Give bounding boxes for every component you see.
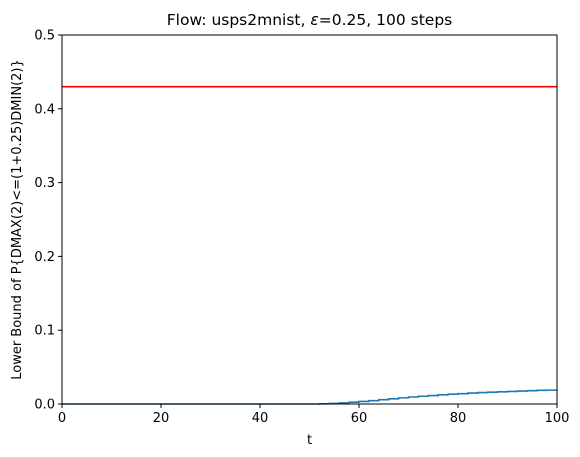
y-tick-label: 0.5 [34,29,55,44]
y-tick-label: 0.4 [34,102,55,117]
y-axis-label: Lower Bound of P{DMAX(2)<=(1+0.25)DMIN(2… [10,59,25,380]
chart-title-epsilon: ε [310,11,318,29]
x-tick-label: 80 [450,411,467,426]
y-tick-label: 0.2 [34,250,55,265]
x-tick-label: 100 [545,411,570,426]
x-tick-label: 20 [153,411,170,426]
x-axis-label: t [307,433,312,448]
x-axis: 0 20 40 60 80 100 [58,404,570,426]
series-line [62,389,558,405]
series-layer [62,85,558,405]
plot-frame [61,34,558,405]
chart-title: Flow: usps2mnist, ε=0.25, 100 steps [167,11,452,29]
x-tick-label: 0 [58,411,66,426]
y-tick-label: 0.1 [34,324,55,339]
y-tick-label: 0.0 [34,398,55,413]
y-axis: 0.0 0.1 0.2 0.3 0.4 0.5 [34,29,62,413]
chart-title-prefix: Flow: usps2mnist, [167,11,311,29]
x-tick-label: 40 [252,411,269,426]
plot-area [61,34,558,405]
chart-title-suffix: =0.25, 100 steps [319,11,452,29]
x-tick-label: 60 [351,411,368,426]
y-tick-label: 0.3 [34,176,55,191]
